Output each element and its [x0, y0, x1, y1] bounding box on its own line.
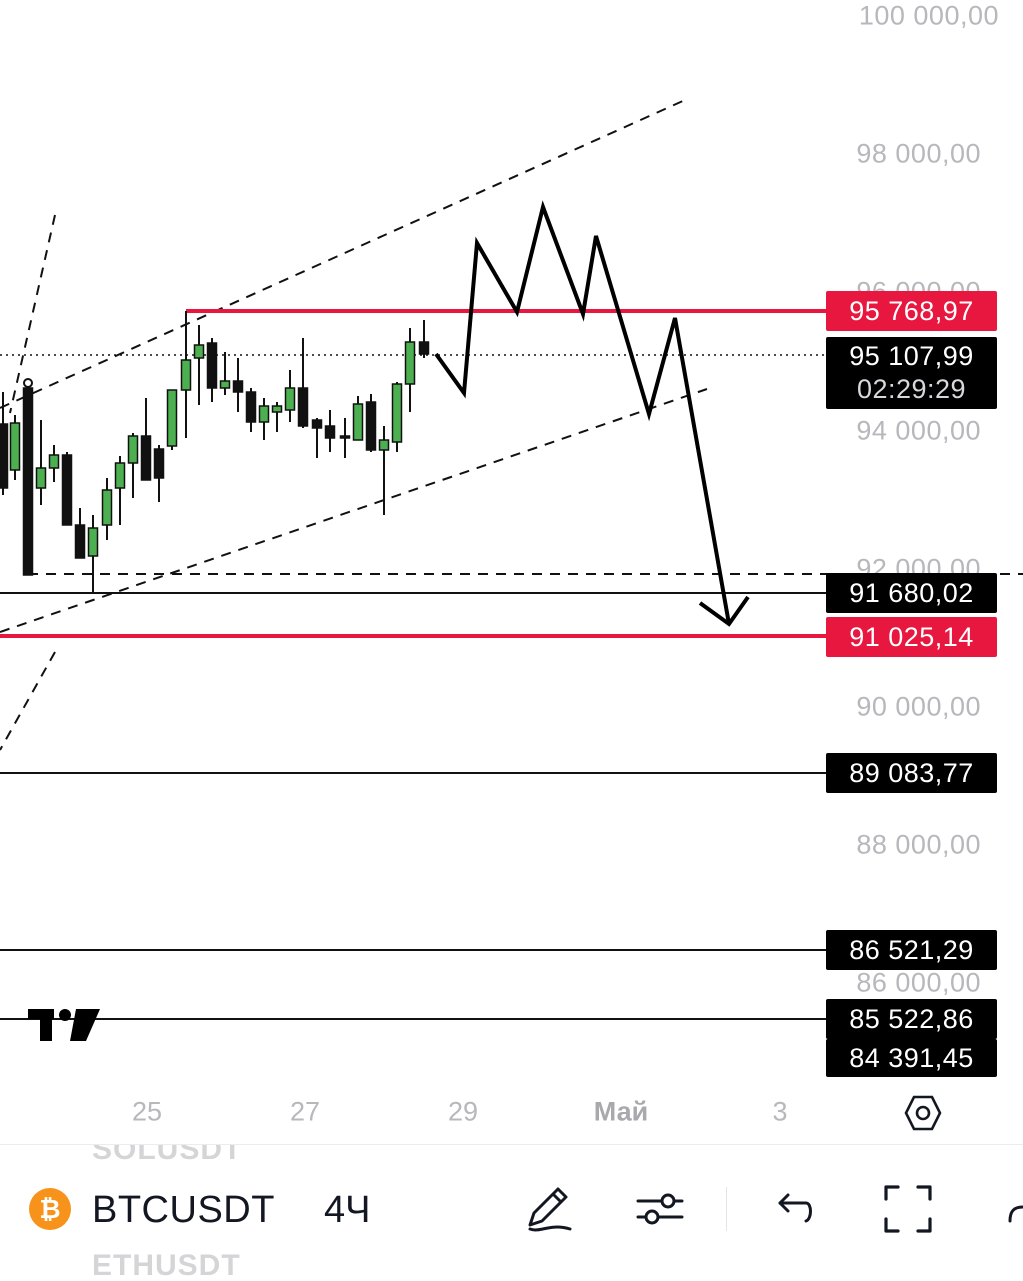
candle-body-down[interactable]: [153, 448, 165, 479]
candle-body-down[interactable]: [74, 524, 86, 559]
price-tag-level[interactable]: 91 680,02: [826, 573, 997, 613]
candle-body-up[interactable]: [127, 435, 139, 464]
candle-body-down[interactable]: [418, 341, 430, 355]
undo-icon[interactable]: [766, 1181, 822, 1237]
bottom-toolbar: SOLUSDT ETHUSDT ₿ BTCUSDT 4Ч: [0, 1144, 1023, 1281]
horizontal-levels: [0, 309, 826, 1020]
current-price-value: 95 107,99: [849, 341, 974, 371]
candle-body-up[interactable]: [193, 344, 205, 359]
channel-upper-line[interactable]: [0, 99, 686, 409]
candle-body-up[interactable]: [404, 341, 416, 385]
price-tag-level[interactable]: 86 521,29: [826, 930, 997, 970]
candle-body-down[interactable]: [22, 387, 34, 576]
more-tools-icon[interactable]: [1004, 1181, 1023, 1237]
toolbar-separator: [726, 1187, 727, 1231]
price-axis-label: 90 000,00: [856, 691, 981, 722]
candle-body-up[interactable]: [114, 462, 126, 489]
current-price-tag[interactable]: 95 107,99 02:29:29: [826, 337, 997, 409]
candle-body-down[interactable]: [297, 387, 309, 427]
candle-body-up[interactable]: [35, 467, 47, 489]
price-axis-label: 88 000,00: [856, 829, 981, 860]
forecast-path[interactable]: [434, 200, 731, 625]
bitcoin-icon: ₿: [29, 1188, 71, 1230]
chart-area[interactable]: 100 000,00 98 000,00 96 000,00 94 000,00…: [0, 0, 1023, 1140]
candle-body-up[interactable]: [378, 439, 390, 451]
ghost-symbol-below[interactable]: ETHUSDT: [92, 1249, 241, 1281]
chart-settings-icon[interactable]: [904, 1094, 942, 1132]
interval-selector[interactable]: 4Ч: [324, 1189, 371, 1231]
candle-body-up[interactable]: [271, 405, 283, 413]
price-tag-level[interactable]: 95 768,97: [826, 291, 997, 331]
candlesticks: [0, 311, 430, 593]
price-tag-level[interactable]: 84 391,45: [826, 1039, 997, 1077]
candle-body-down[interactable]: [232, 380, 244, 393]
price-axis-label: 98 000,00: [856, 138, 981, 169]
candle-body-up[interactable]: [180, 359, 192, 391]
candle-body-up[interactable]: [258, 405, 270, 423]
steep-trend-line-lower[interactable]: [0, 651, 56, 751]
candle-body-up[interactable]: [9, 422, 21, 471]
forecast-arrow-head: [698, 595, 750, 627]
symbol-selector[interactable]: BTCUSDT: [92, 1189, 275, 1231]
candle-body-down[interactable]: [339, 435, 351, 439]
candle-body-down[interactable]: [365, 401, 377, 451]
price-tag-level[interactable]: 91 025,14: [826, 617, 997, 657]
candle-body-up[interactable]: [166, 389, 178, 447]
time-axis-label: 29: [447, 1096, 479, 1127]
tradingview-logo: [28, 1009, 100, 1041]
fullscreen-icon[interactable]: [880, 1181, 936, 1237]
draw-pen-icon[interactable]: [520, 1181, 576, 1237]
candle-countdown: 02:29:29: [856, 374, 967, 404]
time-axis-label: 25: [131, 1096, 163, 1127]
svg-text:₿: ₿: [39, 1195, 60, 1225]
candle-body-up[interactable]: [284, 387, 296, 411]
price-axis-label: 100 000,00: [858, 0, 999, 31]
price-chart-canvas[interactable]: [0, 0, 1023, 1140]
candle-body-up[interactable]: [101, 489, 113, 526]
candle-body-down[interactable]: [206, 342, 218, 389]
candle-body-down[interactable]: [0, 423, 9, 489]
candle-body-up[interactable]: [87, 527, 99, 557]
candle-body-down[interactable]: [311, 419, 323, 429]
indicators-icon[interactable]: [632, 1181, 688, 1237]
candle-body-up[interactable]: [391, 383, 403, 443]
price-tag-level[interactable]: 85 522,86: [826, 999, 997, 1039]
candle-body-up[interactable]: [352, 403, 364, 441]
price-axis-label: 86 000,00: [856, 967, 981, 998]
candle-body-down[interactable]: [140, 435, 152, 481]
ghost-symbol-above[interactable]: SOLUSDT: [92, 1144, 243, 1166]
candle-body-up[interactable]: [219, 380, 231, 389]
steep-trend-line-upper[interactable]: [9, 214, 56, 414]
candle-body-down[interactable]: [324, 425, 336, 439]
price-tag-level[interactable]: 89 083,77: [826, 753, 997, 793]
price-axis-label: 94 000,00: [856, 415, 981, 446]
candle-body-up[interactable]: [48, 454, 60, 469]
candle-body-down[interactable]: [61, 454, 73, 526]
candle-body-down[interactable]: [245, 391, 257, 423]
time-axis-label: 27: [289, 1096, 321, 1127]
time-axis-label: 3: [772, 1096, 788, 1127]
time-axis-label: Май: [593, 1096, 649, 1127]
trend-anchor-point[interactable]: [23, 378, 33, 388]
